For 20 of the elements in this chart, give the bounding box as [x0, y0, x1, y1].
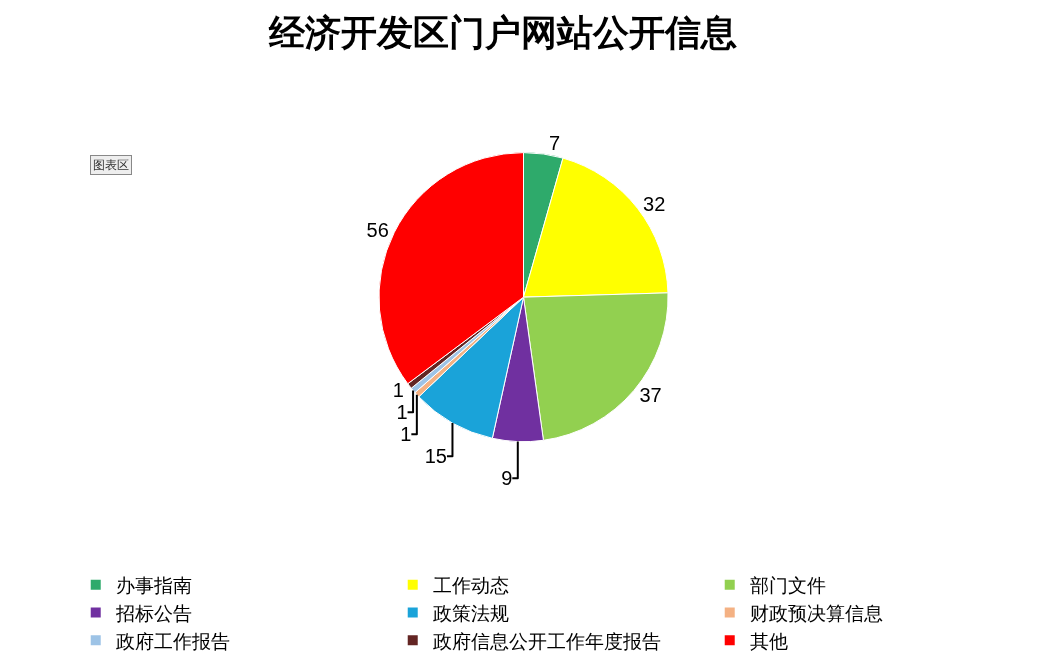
legend-label: 部门文件: [749, 574, 826, 597]
data-label: 1: [400, 423, 412, 446]
legend-label: 政策法规: [432, 601, 509, 624]
data-label: 1: [392, 379, 404, 402]
data-label: 37: [639, 384, 662, 407]
data-label: 15: [424, 445, 447, 468]
legend-label: 政府工作报告: [115, 629, 230, 652]
legend-label: 工作动态: [432, 574, 509, 597]
legend-label: 招标公告: [114, 601, 192, 624]
data-label: 7: [548, 132, 561, 155]
data-label: 1: [396, 401, 408, 424]
data-label: 9: [501, 467, 513, 490]
legend-label: 财政预决算信息: [749, 601, 883, 624]
legend-label: 其他: [749, 629, 788, 652]
chart-title: 经济开发区门户网站公开信息: [267, 12, 737, 53]
data-label: 32: [643, 193, 666, 216]
legend-label: 办事指南: [115, 574, 192, 597]
data-label: 56: [366, 219, 389, 242]
text: 图表区: [93, 158, 129, 172]
legend-label: 政府信息公开工作年度报告: [432, 629, 661, 652]
